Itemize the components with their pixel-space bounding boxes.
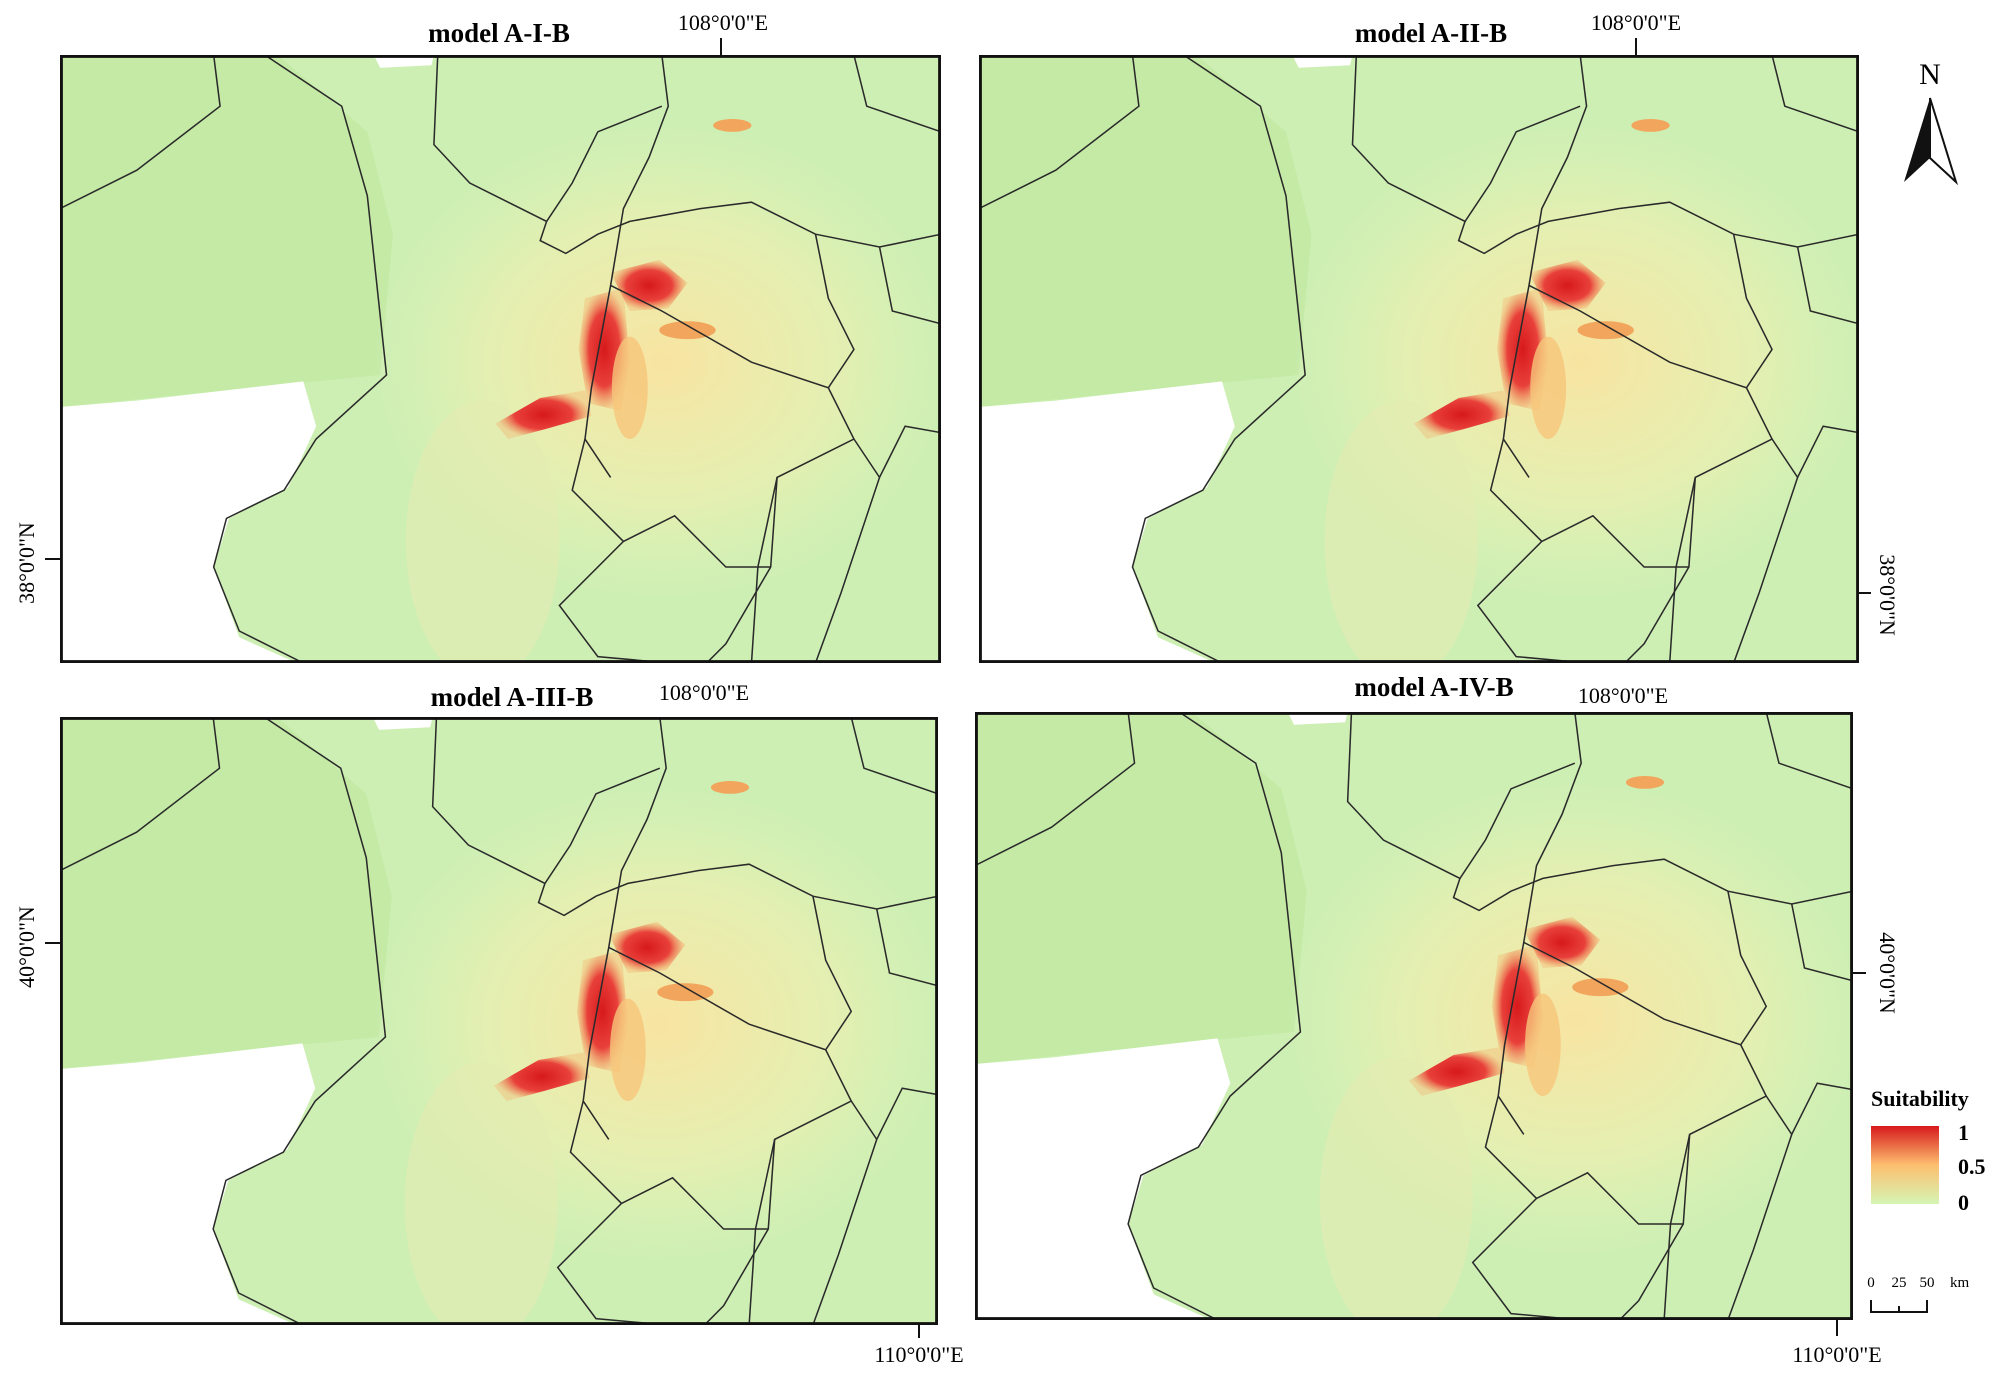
coord-label: 110°0'0"E — [1792, 1342, 1881, 1367]
panel-title: model A-III-B — [431, 682, 594, 712]
panel: model A-II-B 108°0'0"E 38°0'0"N — [979, 10, 1900, 663]
coord-label: 108°0'0"E — [678, 10, 768, 35]
arrow-half — [1929, 97, 1959, 186]
coord-label: 38°0'0"N — [14, 522, 39, 604]
legend-label: 1 — [1958, 1120, 1969, 1145]
coord-label: 40°0'0"N — [1875, 932, 1900, 1014]
legend-title: Suitability — [1871, 1086, 1969, 1111]
panel: model A-IV-B 108°0'0"E 40°0'0"N 110°0'0"… — [975, 672, 1900, 1367]
map — [979, 55, 1859, 663]
coord-label: 108°0'0"E — [1591, 10, 1681, 35]
scale-label: km — [1950, 1275, 1970, 1291]
panel: model A-I-B 108°0'0"E 38°0'0"N — [14, 10, 941, 663]
coord-label: 108°0'0"E — [1578, 683, 1668, 708]
scale-label: 25 — [1892, 1275, 1907, 1291]
arrow-half — [1904, 98, 1930, 182]
coord-label: 108°0'0"E — [659, 680, 749, 705]
legend-label: 0.5 — [1958, 1154, 1986, 1179]
panel: model A-III-B 108°0'0"E 40°0'0"N 110°0'0… — [14, 680, 964, 1367]
map — [60, 55, 941, 663]
scale-bar: 0 25 50 km — [1867, 1275, 1970, 1313]
panel-title: model A-I-B — [428, 18, 570, 48]
panel-title: model A-IV-B — [1354, 672, 1513, 702]
legend: Suitability 1 0.5 0 — [1871, 1086, 1986, 1215]
coord-label: 110°0'0"E — [874, 1342, 963, 1367]
scale-line — [1870, 1300, 1928, 1313]
legend-ramp — [1871, 1126, 1939, 1204]
scale-label: 50 — [1920, 1275, 1935, 1291]
north-arrow: N — [1904, 58, 1959, 186]
scale-label: 0 — [1867, 1275, 1875, 1291]
coord-label: 38°0'0"N — [1875, 554, 1900, 636]
legend-label: 0 — [1958, 1190, 1969, 1215]
map — [60, 717, 938, 1325]
panel-title: model A-II-B — [1355, 18, 1507, 48]
map — [975, 712, 1853, 1320]
coord-label: 40°0'0"N — [14, 906, 39, 988]
north-label: N — [1919, 58, 1941, 91]
